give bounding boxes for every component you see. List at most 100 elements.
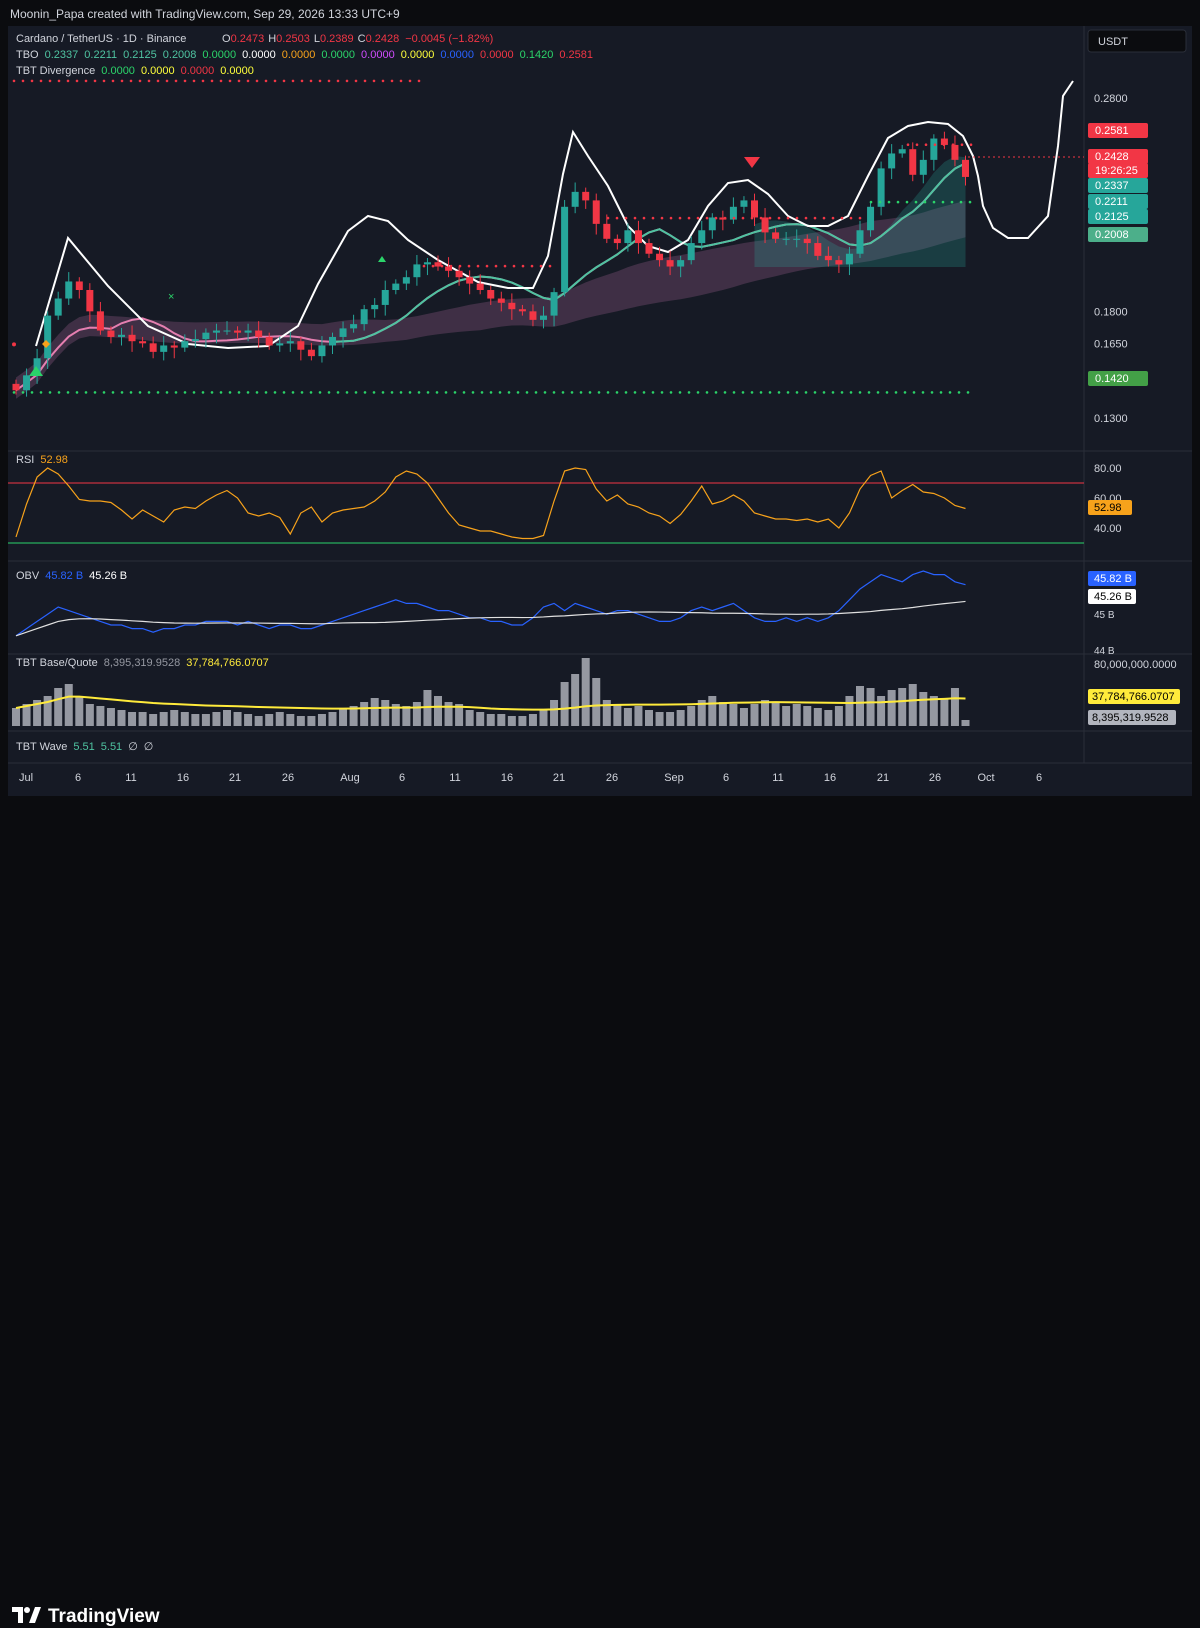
volume-bar (476, 712, 485, 726)
candle-body (571, 191, 579, 207)
candle-body (751, 200, 758, 218)
support-dot (462, 391, 466, 394)
candle-body (212, 330, 220, 333)
support-dot (426, 391, 430, 394)
time-tick: Aug (340, 772, 360, 784)
support-dot (57, 391, 61, 394)
candle-body (708, 217, 716, 231)
resistance-dot (354, 79, 358, 83)
support-dot (471, 391, 475, 394)
level-dot (915, 143, 919, 147)
volume-bar (43, 696, 52, 726)
top-bar: Moonin_Papa created with TradingView.com… (0, 0, 1200, 26)
support-dot (822, 391, 826, 394)
resistance-dot (201, 79, 205, 83)
volume-bar (12, 708, 20, 726)
support-dot (840, 391, 844, 394)
support-dot (363, 391, 367, 394)
support-dot (273, 391, 277, 394)
legend-divergence: TBT Divergence 0.0000 0.0000 0.0000 0.0000 (16, 65, 254, 77)
support-dot (750, 391, 754, 394)
resistance-dot (12, 79, 16, 83)
support-dot (669, 391, 673, 394)
obv-pane: 46 B45 B44 B45.82 B45.26 B (15, 570, 1136, 657)
volume-bar (54, 688, 63, 726)
support-dot (327, 391, 331, 394)
support-dot (291, 391, 295, 394)
support-dot (48, 391, 52, 394)
price-tick: 0.1300 (1094, 413, 1128, 425)
support-dot (633, 391, 637, 394)
resistance-dot (48, 79, 52, 83)
divergence-value: 0.0000 (101, 65, 135, 77)
level-dot (687, 216, 691, 220)
resistance-dot (57, 79, 61, 83)
currency-button[interactable] (1087, 29, 1187, 53)
time-tick: 21 (229, 772, 241, 784)
candle-body (33, 358, 41, 376)
price-tick: 0.1800 (1094, 306, 1128, 318)
wave-value: ∅ (144, 741, 154, 753)
price-tag-countdown (1088, 163, 1148, 178)
divergence-label: TBT Divergence (16, 65, 95, 77)
level-dot (932, 200, 936, 204)
level-dot (960, 143, 964, 147)
candle-body (307, 349, 315, 357)
rsi-legend: RSI 52.98 (16, 454, 68, 466)
level-dot (914, 200, 918, 204)
level-dot (512, 264, 516, 268)
support-dot (768, 391, 772, 394)
support-resistance-dots (12, 79, 973, 394)
level-dot (431, 264, 435, 268)
obv-line (15, 570, 966, 637)
level-dot (615, 216, 619, 220)
volume-bar (349, 706, 358, 726)
volume-bar (497, 714, 506, 726)
volume-bar (539, 710, 548, 726)
volume-bar (455, 704, 464, 726)
support-dot (75, 391, 79, 394)
level-dot (12, 342, 16, 347)
level-dot (887, 200, 891, 204)
level-dot (878, 200, 882, 204)
support-dot (417, 391, 421, 394)
level-dot (530, 264, 534, 268)
candle-body (645, 243, 653, 254)
candle-body (44, 315, 52, 359)
volume-bar (739, 708, 748, 726)
volume-bar (486, 714, 495, 726)
resistance-dot (84, 79, 88, 83)
volume-bar (877, 696, 886, 726)
resistance-dot (21, 79, 25, 83)
support-dot (129, 391, 133, 394)
time-tick: 6 (1036, 772, 1042, 784)
support-dot (147, 391, 151, 394)
candle-body (540, 315, 547, 320)
candles (12, 131, 969, 397)
support-dot (309, 391, 313, 394)
level-dot (840, 216, 844, 220)
candle-body (445, 266, 453, 271)
volume-bar (159, 712, 168, 726)
currency-label: USDT (1098, 36, 1128, 48)
support-dot (615, 391, 619, 394)
resistance-dot (282, 79, 286, 83)
level-dot (485, 264, 489, 268)
volume-bar (360, 702, 369, 726)
volume-bar (666, 712, 675, 726)
level-dot (950, 200, 954, 204)
divergence-value: 0.0000 (181, 65, 215, 77)
time-tick: Oct (977, 772, 994, 784)
tbo-value: 0.0000 (242, 49, 276, 61)
price-tick: 0.1650 (1094, 338, 1128, 350)
candle-body (75, 281, 83, 290)
resistance-dot (408, 79, 412, 83)
candle-body (139, 341, 147, 344)
resistance-dot (399, 79, 403, 83)
support-dot (174, 391, 178, 394)
volume-bar (254, 716, 263, 726)
candle-body (12, 383, 20, 391)
support-dot (858, 391, 862, 394)
